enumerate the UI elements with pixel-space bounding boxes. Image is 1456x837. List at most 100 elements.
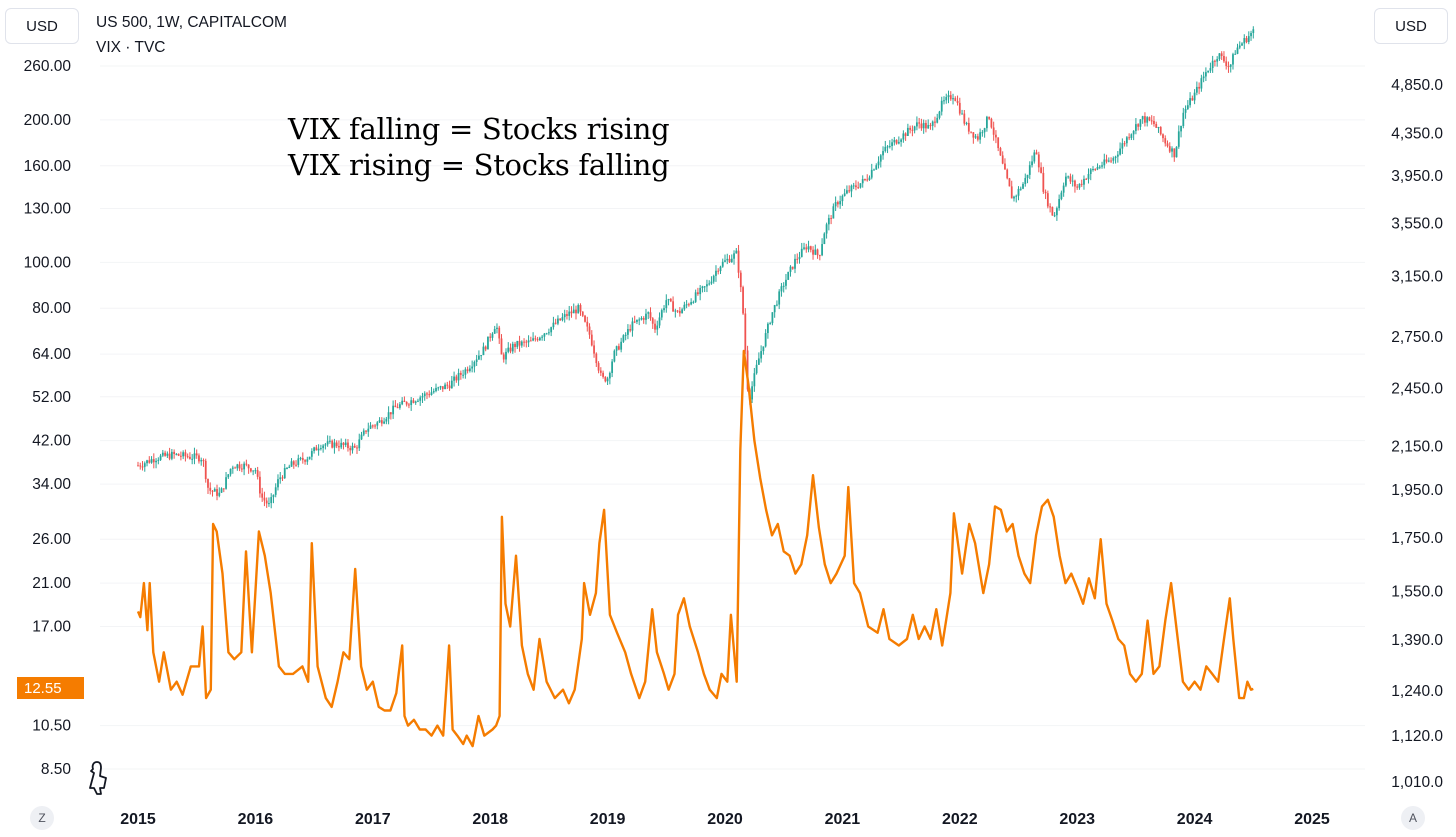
candle-body [690,302,693,305]
candle-body [1139,119,1142,127]
candle-body [525,341,528,343]
annotation-line-2: VIX rising = Stocks falling [288,148,670,182]
candle-body [1116,154,1119,157]
candle-body [1001,155,1004,164]
candle-body [1123,143,1126,145]
candle-body [184,452,187,457]
candle-body [455,376,458,381]
candle-body [1209,68,1212,71]
candle-body [654,323,656,330]
candle-body [557,318,559,324]
candle-body [785,279,787,286]
candle-body [970,131,972,133]
candle-body [417,400,419,402]
x-tick-label: 2020 [707,811,743,828]
legend-compare-symbol[interactable]: VIX · TVC [96,39,166,56]
candle-body [344,442,347,446]
candle-body [823,233,826,245]
candle-body [310,451,313,457]
candle-body [286,468,288,470]
candle-body [487,336,489,350]
candle-body [916,122,918,127]
candle-body [459,372,462,375]
candle-body [450,380,453,389]
candle-body [739,272,742,288]
left-tick-label: 52.00 [32,389,71,406]
candle-body [949,95,952,100]
candle-body [193,453,196,459]
candle-body [432,391,435,393]
candle-body [317,448,320,451]
candle-body [852,185,855,187]
candle-body [146,460,148,464]
candle-body [496,327,498,329]
candle-body [1182,112,1185,126]
left-tick-label: 21.00 [32,575,71,592]
candle-body [195,453,198,456]
candle-body [473,361,476,367]
candle-body [967,122,970,132]
candle-body [963,113,966,124]
candle-body [367,428,370,432]
candle-body [857,187,860,189]
right-currency-button[interactable]: USD [1374,8,1448,44]
candle-body [873,169,875,171]
candle-body [566,314,568,316]
candle-body [362,430,365,435]
candle-body [1024,177,1027,184]
candle-body [649,312,652,319]
candle-body [1227,66,1230,68]
candle-body [715,270,717,276]
right-scale-auto-button[interactable]: A [1401,806,1425,830]
candle-body [256,470,259,477]
candle-body [272,494,275,498]
candle-body [1211,60,1214,69]
candle-body [306,459,309,462]
right-price-scale[interactable]: 4,850.0 4,350.0 3,950.0 3,550.0 3,150.0 2,750… [1391,77,1443,791]
left-currency-button[interactable]: USD [5,8,79,44]
right-tick-label: 2,450.0 [1391,380,1443,397]
candle-body [410,400,413,406]
candle-body [1112,158,1115,161]
candle-body [1103,159,1106,166]
legend-main-symbol[interactable]: US 500, 1W, CAPITALCOM [96,14,287,31]
candle-body [839,201,842,205]
us500-candles [137,26,1255,509]
time-scale[interactable]: 2015 2016 2017 2018 2019 2020 2021 2022 2023 2024… [120,811,1330,828]
candle-body [561,317,564,321]
candle-body [511,343,514,352]
candle-body [825,224,828,234]
left-tick-label: 160.00 [24,158,72,175]
candle-body [227,474,230,478]
candle-body [911,129,914,131]
left-price-scale[interactable]: 260.00 200.00 160.00 130.00 100.00 80.00 64.00… [24,58,72,778]
candle-body [1225,61,1228,67]
candle-body [1135,124,1137,131]
candle-body [247,464,250,469]
candle-body [236,464,239,469]
candle-body [1013,196,1015,199]
candle-body [627,329,629,335]
drawing-tool-icon[interactable] [84,758,110,798]
candle-body [979,132,982,140]
candle-body [965,122,968,124]
right-currency-label: USD [1395,17,1427,35]
candle-body [507,347,510,352]
candle-body [974,136,977,138]
candle-body [1053,215,1056,217]
candle-body [791,266,794,269]
candle-body [886,146,889,148]
candle-body [1037,154,1040,168]
candle-body [617,346,620,350]
candle-body [563,314,566,318]
candle-body [421,396,424,398]
candle-body [868,177,871,180]
candle-body [333,442,336,448]
candle-body [502,354,505,360]
candle-body [1195,86,1198,93]
candle-body [1128,137,1131,139]
candle-body [520,341,523,346]
candle-body [1042,172,1045,192]
left-scale-z-button[interactable]: Z [30,806,54,830]
